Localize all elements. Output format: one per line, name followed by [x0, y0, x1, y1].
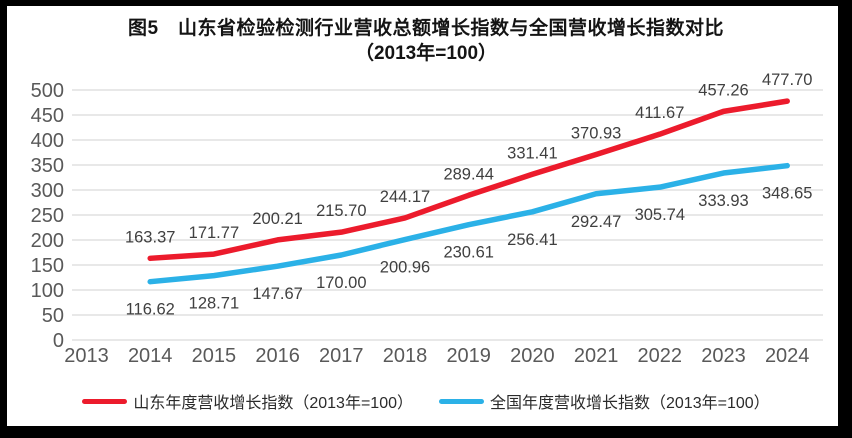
data-label-shandong: 171.77 — [189, 224, 239, 242]
data-label-shandong: 289.44 — [443, 165, 493, 183]
data-label-national: 170.00 — [316, 274, 366, 292]
data-label-shandong: 477.70 — [762, 71, 812, 89]
x-axis-tick-label: 2023 — [701, 345, 746, 367]
data-label-shandong: 163.37 — [125, 228, 175, 246]
x-axis-tick-label: 2024 — [765, 345, 810, 367]
legend-line-swatch-blue — [439, 398, 484, 404]
data-label-national: 147.67 — [252, 285, 302, 303]
data-label-national: 348.65 — [762, 185, 812, 203]
legend-line-swatch-red — [82, 398, 128, 404]
y-axis-tick-label: 100 — [31, 280, 64, 302]
x-axis-tick-label: 2022 — [638, 345, 683, 367]
x-axis-tick-label: 2018 — [383, 345, 428, 367]
data-label-shandong: 457.26 — [698, 81, 748, 99]
x-axis-tick-label: 2019 — [446, 345, 491, 367]
series-line-national — [147, 162, 790, 285]
data-label-shandong: 215.70 — [316, 202, 366, 220]
x-axis-tick-label: 2020 — [510, 345, 555, 367]
y-axis-tick-label: 200 — [31, 230, 64, 252]
y-axis-tick-label: 0 — [53, 330, 64, 352]
legend-item-shandong: 山东年度营收增长指数（2013年=100） — [82, 389, 413, 413]
data-label-national: 128.71 — [189, 295, 239, 313]
data-label-national: 200.96 — [380, 259, 430, 277]
y-axis-tick-label: 150 — [31, 255, 64, 277]
data-label-shandong: 200.21 — [252, 210, 302, 228]
data-label-shandong: 331.41 — [507, 144, 557, 162]
legend-label-shandong: 山东年度营收增长指数（2013年=100） — [133, 395, 413, 412]
data-label-national: 256.41 — [507, 231, 557, 249]
x-axis-tick-label: 2016 — [255, 345, 300, 367]
x-axis-tick-label: 2013 — [64, 345, 109, 367]
chart-panel — [7, 6, 838, 426]
chart-legend: 山东年度营收增长指数（2013年=100） 全国年度营收增长指数（2013年=1… — [0, 389, 852, 413]
data-label-shandong: 411.67 — [635, 104, 684, 122]
x-axis-tick-label: 2021 — [574, 345, 619, 367]
data-label-shandong: 244.17 — [380, 188, 430, 206]
y-axis-tick-label: 500 — [31, 80, 64, 102]
y-axis-tick-label: 450 — [31, 105, 64, 127]
data-label-national: 292.47 — [571, 213, 621, 231]
data-label-national: 333.93 — [698, 192, 748, 210]
series-line-shandong — [147, 98, 790, 262]
legend-item-national: 全国年度营收增长指数（2013年=100） — [439, 389, 770, 413]
data-label-national: 116.62 — [126, 301, 175, 319]
chart-title: 图5 山东省检验检测行业营收总额增长指数与全国营收增长指数对比 — [127, 18, 725, 39]
x-axis-tick-label: 2015 — [192, 345, 237, 367]
y-axis-tick-label: 350 — [31, 155, 64, 177]
chart-subtitle: （2013年=100） — [354, 43, 498, 64]
y-axis-tick-label: 50 — [42, 305, 64, 327]
data-label-national: 230.61 — [443, 244, 493, 262]
x-axis-tick-label: 2017 — [319, 345, 364, 367]
y-axis-tick-label: 250 — [31, 205, 64, 227]
data-label-national: 305.74 — [635, 206, 685, 224]
y-axis-tick-label: 400 — [31, 130, 64, 152]
x-axis-tick-label: 2014 — [128, 345, 173, 367]
legend-label-national: 全国年度营收增长指数（2013年=100） — [490, 395, 770, 412]
data-label-shandong: 370.93 — [571, 125, 621, 143]
y-axis-tick-label: 300 — [31, 180, 64, 202]
